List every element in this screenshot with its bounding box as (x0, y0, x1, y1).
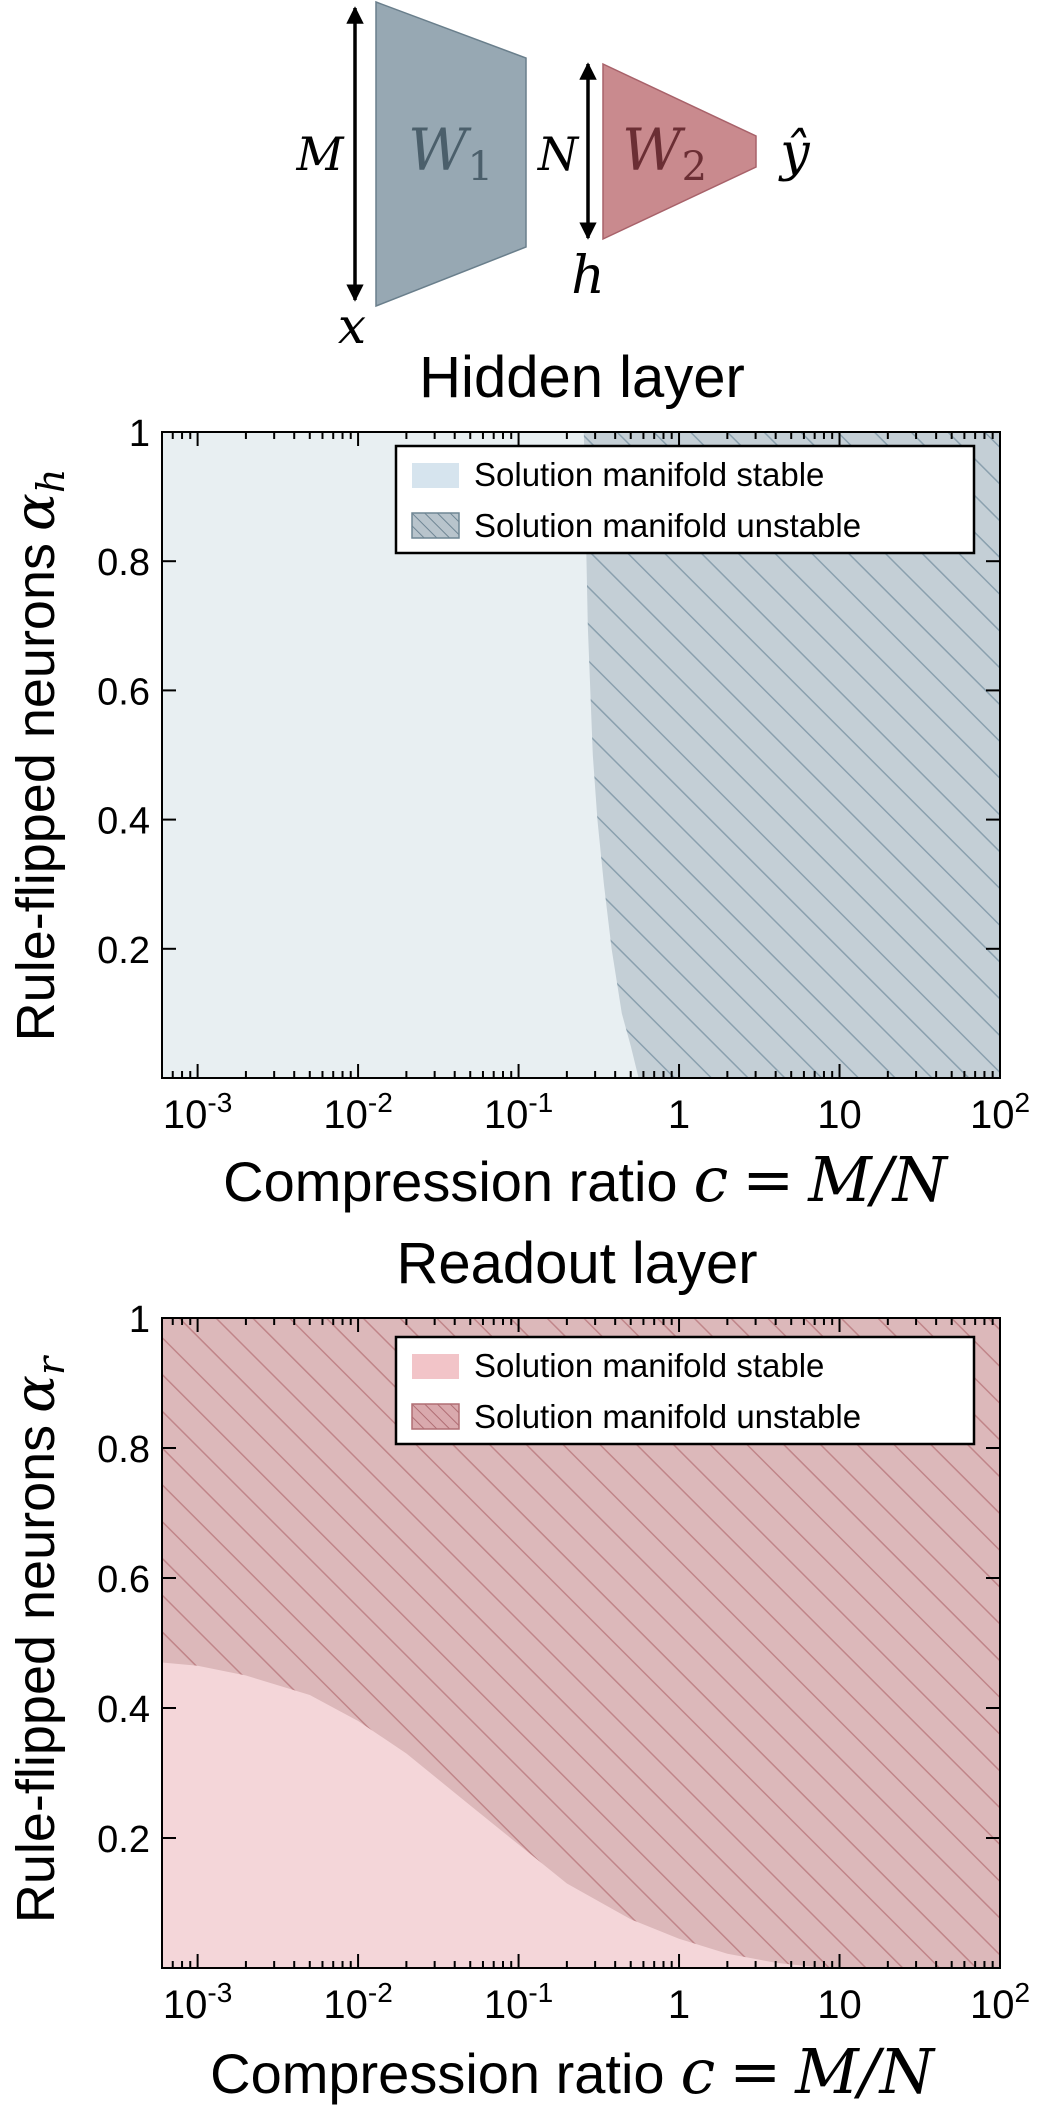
x-tick-label: 10-1 (484, 1977, 553, 2027)
x-tick-label: 10-2 (323, 1977, 392, 2027)
label-M: M (295, 127, 345, 181)
readout-layer-chart: Readout layer 0.2 0.4 0.6 0.8 1 10-3 10-2 10-1… (3, 1231, 1030, 2108)
legend-entry-unstable: Solution manifold unstable (474, 507, 861, 544)
legend-swatch-unstable (411, 1403, 460, 1430)
label-w2: W2 (622, 116, 707, 190)
x-axis-label: Compression ratio c = M/N (223, 1143, 949, 1216)
y-tick-labels: 0.2 0.4 0.6 0.8 1 (97, 1299, 150, 1861)
legend: Solution manifold stable Solution manifo… (394, 1335, 976, 1446)
y-tick-labels: 0.2 0.4 0.6 0.8 1 (97, 413, 150, 972)
y-tick-label: 0.4 (97, 801, 150, 843)
y-axis-label: Rule-flipped neuronsαh (3, 469, 73, 1042)
chart-title: Hidden layer (419, 345, 745, 410)
legend-swatch-stable (412, 1354, 459, 1379)
legend: Solution manifold stable Solution manifo… (394, 444, 976, 555)
network-diagram: M x W1 N h W2 ŷ (295, 0, 810, 355)
y-tick-label: 0.4 (97, 1689, 150, 1731)
legend-box (394, 444, 976, 555)
plot-frame (161, 431, 1001, 1079)
y-tick-label: 0.6 (97, 1559, 150, 1601)
y-tick-label: 0.2 (97, 930, 150, 972)
hidden-layer-chart: Hidden layer 0.20.40.60.81 10-3 10-2 10-1 1… (3, 345, 1030, 1216)
legend-box (394, 1335, 976, 1446)
x-tick-label: 10 (817, 1093, 862, 1137)
w1-trapezoid (375, 0, 527, 308)
y-tick-label: 0.2 (97, 1819, 150, 1861)
label-w1: W1 (408, 116, 493, 190)
label-h: h (571, 246, 605, 306)
x-tick-label: 10-1 (484, 1087, 553, 1137)
x-axis-label: Compression ratio c = M/N (210, 2035, 936, 2108)
w2-trapezoid (602, 62, 757, 241)
x-tick-label: 10-3 (163, 1087, 232, 1137)
x-tick-label: 1 (668, 1093, 690, 1137)
label-x: x (338, 297, 366, 355)
x-tick-labels: 10-3 10-2 10-1 1 10 102 (163, 1087, 1030, 1137)
x-tick-label: 102 (970, 1087, 1030, 1137)
label-N: N (537, 127, 580, 181)
x-tick-labels: 10-3 10-2 10-1 1 10 102 (163, 1977, 1030, 2027)
unstable-region (162, 1318, 1000, 1968)
legend-entry-stable: Solution manifold stable (474, 1347, 824, 1384)
x-tick-label: 10-2 (323, 1087, 392, 1137)
y-tick-label: 1 (129, 1299, 150, 1341)
y-axis-label: Rule-flipped neuronsαr (3, 1354, 73, 1923)
x-tick-label: 1 (668, 1983, 690, 2027)
y-tick-label: 0.6 (97, 671, 150, 713)
plot-frame (161, 1317, 1001, 1969)
unstable-region (583, 432, 1000, 1078)
legend-swatch-stable (412, 463, 459, 488)
legend-entry-stable: Solution manifold stable (474, 456, 824, 493)
x-tick-label: 10-3 (163, 1977, 232, 2027)
chart-title: Readout layer (396, 1231, 757, 1296)
y-tick-label: 0.8 (97, 1429, 150, 1471)
y-tick-label: 1 (129, 413, 150, 455)
x-tick-label: 10 (817, 1983, 862, 2027)
y-tick-label: 0.8 (97, 542, 150, 584)
label-yhat: ŷ (778, 123, 810, 183)
x-tick-label: 102 (970, 1977, 1030, 2027)
legend-entry-unstable: Solution manifold unstable (474, 1398, 861, 1435)
legend-swatch-unstable (411, 512, 460, 539)
